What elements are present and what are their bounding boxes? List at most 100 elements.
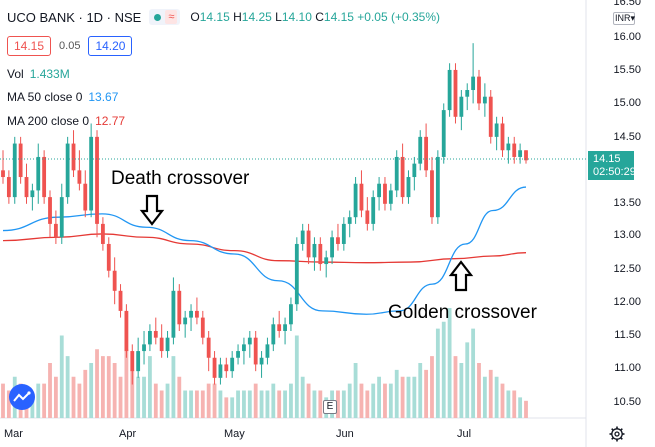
candle	[148, 324, 152, 352]
candle	[247, 330, 252, 358]
volume-bar	[177, 376, 182, 418]
current-price-tag: 14.15 02:50:29	[588, 151, 636, 180]
candle-body	[341, 223, 346, 244]
candle	[459, 90, 464, 131]
indicator-value: 13.67	[88, 90, 119, 104]
ma50-line	[2, 186, 527, 315]
candle-body	[130, 351, 135, 372]
volume-bar	[453, 356, 458, 418]
indicator-value: 1.433M	[29, 67, 70, 81]
volume-bar	[494, 376, 499, 418]
candle	[71, 130, 76, 178]
volume-bar	[265, 390, 270, 418]
volume-bar	[136, 376, 141, 418]
candle-body	[36, 156, 41, 191]
candle	[242, 337, 246, 365]
candle	[406, 170, 411, 204]
volume-bar	[482, 376, 487, 418]
chevron-down-icon: ▾	[630, 13, 636, 23]
volume-bar	[271, 383, 276, 418]
candle	[95, 130, 99, 238]
candle-body	[324, 257, 329, 265]
indicator-label: MA 200 close 0	[7, 114, 90, 128]
candle-body	[83, 183, 88, 211]
volume-bar	[171, 356, 176, 418]
candle-body	[136, 351, 141, 372]
spread-value: 0.05	[59, 40, 81, 52]
indicator-ma50[interactable]: MA 50 close 0 13.67	[7, 90, 118, 104]
volume-bar	[230, 397, 235, 418]
candle-body	[6, 177, 11, 198]
candle	[48, 190, 52, 238]
candle	[171, 277, 176, 345]
candle-body	[312, 243, 317, 258]
volume-bar	[42, 383, 47, 418]
price-tick: 13.50	[613, 197, 641, 209]
sell-button[interactable]: 14.15	[7, 36, 52, 56]
indicator-value: 12.77	[95, 114, 126, 128]
volume-bar	[435, 328, 440, 418]
candle	[306, 223, 311, 265]
volume-bar	[277, 390, 282, 418]
candle	[12, 136, 17, 204]
time-tick: Jun	[336, 428, 354, 440]
indicator-vol[interactable]: Vol 1.433M	[7, 67, 70, 81]
candle	[130, 344, 135, 385]
volume-bar	[242, 390, 246, 418]
volume-bar	[441, 321, 446, 418]
candle	[224, 357, 229, 378]
candle	[494, 116, 499, 151]
volume-bar	[195, 390, 199, 418]
candle	[259, 351, 264, 378]
candle-body	[247, 337, 252, 345]
currency-button[interactable]: INR▾	[613, 12, 635, 25]
candle-body	[365, 210, 370, 224]
candle-body	[77, 170, 82, 184]
price-tick: 10.50	[613, 396, 641, 408]
tradingview-logo-icon[interactable]	[9, 384, 35, 410]
candle	[265, 337, 270, 365]
candle	[65, 136, 70, 204]
volume-bar	[59, 335, 64, 418]
candle	[283, 317, 287, 345]
candle-body	[224, 364, 229, 372]
volume-bar	[459, 363, 464, 418]
candle-body	[336, 237, 340, 244]
candle-body	[424, 136, 429, 171]
time-tick: Mar	[4, 428, 23, 440]
volume-bar	[77, 383, 82, 418]
volume-bar	[183, 390, 188, 418]
candle	[24, 163, 29, 204]
candle-body	[383, 183, 387, 204]
status-pill[interactable]: ≈	[149, 9, 181, 25]
candle	[471, 43, 476, 104]
low-value: 14.10	[281, 10, 312, 24]
change-value: +0.05 (+0.35%)	[357, 10, 441, 24]
open-value: 14.15	[199, 10, 230, 24]
candle-body	[200, 317, 205, 338]
candle	[118, 284, 123, 318]
bar-countdown: 02:50:29	[593, 166, 636, 178]
price-tick: 16.50	[613, 0, 641, 8]
candle	[418, 130, 423, 171]
candle	[124, 304, 129, 358]
symbol-title[interactable]: UCO BANK · 1D · NSE	[7, 9, 142, 25]
gear-icon[interactable]	[608, 425, 626, 443]
candle-body	[371, 197, 376, 224]
indicator-ma200[interactable]: MA 200 close 0 12.77	[7, 114, 125, 128]
candle	[83, 170, 88, 218]
events-button[interactable]: E	[323, 400, 337, 414]
candle	[518, 143, 523, 164]
candle-body	[500, 123, 505, 151]
candle	[312, 237, 317, 271]
candle-body	[153, 330, 158, 338]
candle-body	[30, 190, 35, 198]
price-tick: 15.50	[613, 64, 641, 76]
candle	[294, 237, 299, 311]
volume-bar	[89, 363, 94, 418]
volume-bar	[412, 376, 417, 418]
candle	[218, 357, 223, 385]
candle	[177, 284, 182, 331]
buy-button[interactable]: 14.20	[88, 36, 133, 56]
